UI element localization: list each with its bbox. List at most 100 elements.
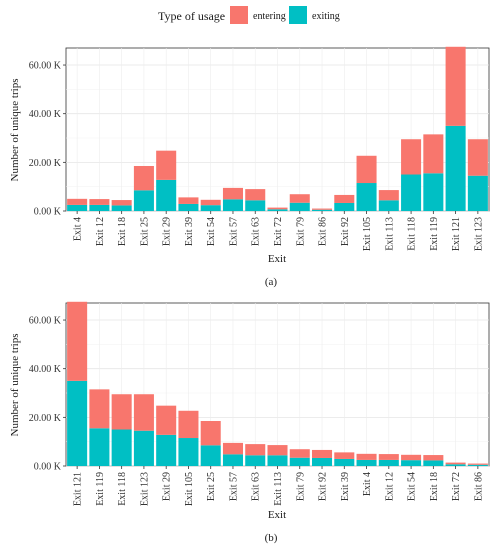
chart-b-x-tick-label: Exit 39 (340, 472, 351, 501)
chart-b-y-tick-label: 20.00 K (29, 413, 62, 424)
chart-b-bar-entering (356, 453, 377, 460)
chart-b-bar-exiting (445, 464, 466, 466)
chart-b-bar-exiting (267, 455, 288, 466)
chart-a-bar-entering (200, 199, 221, 206)
chart-b-y-tick-label: 60.00 K (29, 316, 62, 327)
chart-b-bar-entering (289, 449, 310, 458)
chart-b-bar-exiting (312, 457, 333, 466)
chart-b-bar-entering (133, 394, 154, 431)
chart-a-y-tick-label: 40.00 K (29, 109, 62, 120)
legend-label-exiting: exiting (312, 11, 340, 22)
chart-a-bars (67, 46, 488, 211)
chart-a-bar-exiting (467, 175, 488, 211)
chart-a-bar-entering (245, 189, 266, 201)
chart-b-bar-entering (267, 445, 288, 456)
chart-a-bar-exiting (312, 209, 333, 211)
chart-b-bar-exiting (89, 428, 110, 466)
chart-b-x-axis-title: Exit (268, 509, 286, 521)
chart-b-x-tick-label: Exit 119 (95, 472, 106, 506)
chart-a-x-tick-label: Exit 25 (139, 217, 150, 246)
chart-b-x-tick-label: Exit 118 (117, 472, 128, 506)
chart-b-x-tick-label: Exit 25 (206, 472, 217, 501)
chart-b-x-tick-label: Exit 57 (228, 472, 239, 501)
chart-a-bar-exiting (289, 202, 310, 211)
chart-b-bar-exiting (245, 455, 266, 466)
chart-a-bar-entering (334, 194, 355, 203)
legend-swatch-exiting (289, 6, 307, 24)
chart-b-y-tick-label: 0.00 K (34, 462, 62, 473)
chart-b-bar-entering (334, 452, 355, 459)
chart-a-bar-exiting (334, 202, 355, 211)
chart-a-bar-exiting (423, 173, 444, 211)
chart-b-bar-exiting (356, 459, 377, 466)
chart-a-bar-exiting (445, 125, 466, 211)
chart-b-bar-exiting (401, 460, 422, 466)
legend: Type of usage entering exiting (158, 6, 340, 24)
chart-a-x-tick-label: Exit 4 (73, 217, 84, 241)
chart-a-bar-exiting (267, 209, 288, 211)
chart-b-bar-exiting (111, 429, 132, 466)
chart-a-x-tick-label: Exit 79 (295, 217, 306, 246)
chart-a-bar-entering (356, 155, 377, 184)
chart-a-bar-exiting (67, 204, 88, 211)
chart-b-bar-entering (401, 454, 422, 461)
chart-a-x-tick-label: Exit 119 (429, 217, 440, 251)
chart-b-bar-entering (222, 442, 243, 455)
chart-a-x-tick-label: Exit 86 (318, 217, 329, 246)
chart-a-bar-exiting (178, 203, 199, 211)
chart-a-bar-entering (423, 134, 444, 174)
chart-a-x-axis-title: Exit (268, 253, 286, 265)
chart-b-x-tick-label: Exit 113 (273, 472, 284, 506)
chart-b-bar-exiting (423, 460, 444, 466)
chart-b-x-tick-label: Exit 86 (473, 472, 484, 501)
chart-b-bar-entering (67, 301, 88, 381)
chart-a-x-ticks: Exit 4 Exit 12 Exit 18 Exit 25 Exit 29 Exit 3… (73, 211, 484, 251)
legend-swatch-entering (230, 6, 248, 24)
chart-b-bar-exiting (178, 438, 199, 466)
chart-a-x-tick-label: Exit 54 (206, 217, 217, 246)
chart-b-x-tick-label: Exit 29 (162, 472, 173, 501)
chart-b-x-tick-label: Exit 63 (251, 472, 262, 501)
chart-a-x-tick-label: Exit 92 (340, 217, 351, 246)
chart-b-y-axis-title: Number of unique trips (9, 334, 21, 437)
chart-b-bar-exiting (467, 464, 488, 466)
chart-a-x-tick-label: Exit 29 (162, 217, 173, 246)
chart-b-bar-exiting (156, 434, 177, 466)
chart-a-bar-exiting (222, 199, 243, 211)
chart-a-bar-exiting (200, 205, 221, 211)
chart-b-bar-entering (245, 444, 266, 456)
chart-a-bar-entering (111, 200, 132, 206)
chart-b-caption: (b) (265, 532, 278, 544)
chart-b-bar-entering (312, 449, 333, 458)
chart-a-bar-entering (445, 46, 466, 126)
chart-b-bars (67, 301, 488, 466)
chart-b-bar-entering (423, 455, 444, 461)
chart-a-bar-entering (312, 208, 333, 210)
chart-a-x-tick-label: Exit 105 (362, 217, 373, 251)
chart-b-bar-entering (467, 463, 488, 465)
chart-b-bar-exiting (200, 445, 221, 466)
chart-a-bar-entering (467, 139, 488, 176)
chart-a-x-tick-label: Exit 18 (117, 217, 128, 246)
chart-b-bar-entering (89, 389, 110, 429)
chart-b-bar-entering (445, 462, 466, 465)
chart-a-x-tick-label: Exit 39 (184, 217, 195, 246)
chart-a-bar-exiting (133, 190, 154, 211)
chart-b-x-tick-label: Exit 18 (429, 472, 440, 501)
chart-a-bar-entering (156, 150, 177, 180)
chart-b-bar-entering (111, 394, 132, 430)
chart-b-bar-entering (200, 420, 221, 446)
chart-a-bar-exiting (89, 204, 110, 211)
chart-a-x-tick-label: Exit 63 (251, 217, 262, 246)
chart-b-x-tick-label: Exit 121 (73, 472, 84, 506)
chart-a-bar-exiting (401, 174, 422, 211)
legend-title: Type of usage (158, 9, 225, 23)
chart-b-bar-entering (178, 410, 199, 439)
chart-a-bar-entering (267, 207, 288, 210)
chart-a-bar-exiting (111, 205, 132, 211)
chart-b-bar-exiting (67, 380, 88, 466)
chart-a-x-tick-label: Exit 72 (273, 217, 284, 246)
chart-a-x-tick-label: Exit 113 (384, 217, 395, 251)
chart-a-x-tick-label: Exit 123 (473, 217, 484, 251)
